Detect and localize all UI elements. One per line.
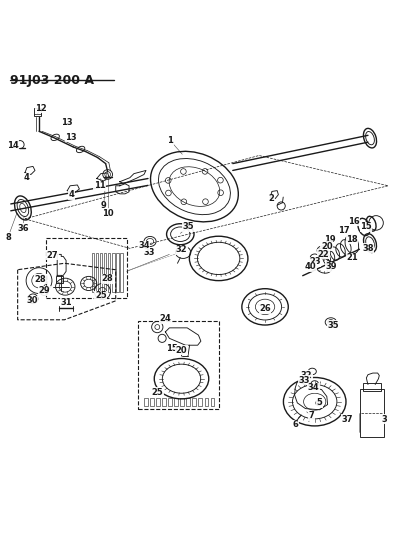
Text: 6: 6	[292, 420, 298, 429]
Text: 27: 27	[47, 251, 58, 260]
Text: 22: 22	[318, 250, 329, 259]
Text: 18: 18	[346, 235, 358, 244]
Text: 21: 21	[347, 253, 358, 262]
Text: 38: 38	[362, 244, 374, 253]
Text: 23: 23	[309, 257, 320, 266]
Text: 16: 16	[348, 217, 360, 226]
Text: 15: 15	[360, 222, 372, 231]
Text: 2: 2	[268, 194, 274, 203]
Text: 25: 25	[95, 291, 107, 300]
Text: 33: 33	[143, 248, 155, 257]
Text: 29: 29	[38, 286, 50, 295]
Text: 25: 25	[151, 388, 163, 397]
Text: 91J03 200 A: 91J03 200 A	[10, 74, 94, 86]
Circle shape	[316, 400, 322, 406]
Text: 34: 34	[308, 383, 319, 392]
Text: 4: 4	[24, 173, 30, 182]
Text: 36: 36	[17, 224, 29, 233]
Text: 34: 34	[138, 241, 150, 250]
Text: 1: 1	[167, 136, 173, 145]
Text: 37: 37	[341, 415, 353, 424]
Text: 24: 24	[160, 314, 171, 324]
Text: 39: 39	[326, 262, 337, 271]
Text: 11: 11	[94, 181, 105, 190]
Text: 32: 32	[301, 371, 312, 380]
Text: 13: 13	[66, 133, 77, 142]
Text: 20: 20	[176, 346, 188, 355]
Text: 28: 28	[102, 274, 113, 283]
Text: 30: 30	[26, 296, 38, 305]
Text: 17: 17	[338, 227, 350, 236]
Text: 7: 7	[309, 411, 314, 421]
Text: 40: 40	[305, 262, 316, 271]
Text: 32: 32	[176, 245, 188, 254]
Text: 12: 12	[35, 104, 47, 113]
Text: 26: 26	[259, 304, 271, 313]
Text: 3: 3	[381, 415, 387, 424]
Text: 19: 19	[324, 235, 335, 244]
Text: 13: 13	[62, 117, 73, 126]
Text: 5: 5	[317, 399, 322, 407]
Text: 14: 14	[7, 141, 19, 150]
Text: 8: 8	[5, 233, 11, 242]
Text: 31: 31	[60, 297, 72, 306]
Text: 20: 20	[321, 242, 333, 251]
Text: 35: 35	[328, 320, 339, 329]
Text: 9: 9	[101, 201, 107, 211]
Text: 15: 15	[166, 344, 178, 352]
Text: 4: 4	[68, 190, 74, 199]
Text: 28: 28	[34, 275, 46, 284]
Text: 33: 33	[298, 376, 310, 385]
Text: 10: 10	[102, 209, 113, 217]
Text: 35: 35	[183, 222, 194, 231]
